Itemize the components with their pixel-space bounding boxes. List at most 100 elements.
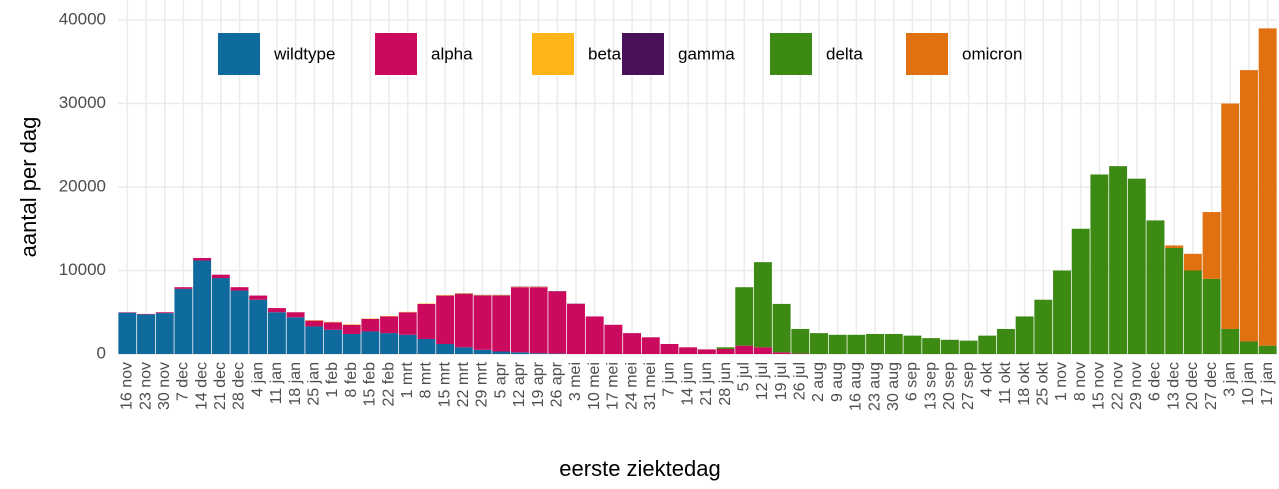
x-tick-label: 19 apr	[530, 361, 547, 407]
bar-segment	[1184, 271, 1202, 354]
bar-segment	[305, 326, 323, 354]
bar-segment	[156, 313, 174, 354]
x-tick-label: 12 apr	[511, 361, 528, 407]
x-tick-label: 3 mei	[567, 362, 584, 401]
bar-segment	[1072, 229, 1090, 354]
bar-segment	[904, 336, 922, 354]
bar-segment	[249, 300, 267, 354]
bar-segment	[548, 291, 566, 353]
bar-segment	[1128, 179, 1146, 354]
y-axis-title: aantal per dag	[16, 117, 41, 258]
bar-segment	[698, 349, 716, 354]
bar-segment	[1240, 341, 1258, 354]
bar-segment	[679, 347, 697, 354]
bar-segment	[455, 294, 473, 347]
bar-segment	[1165, 248, 1183, 354]
x-tick-label: 24 mei	[623, 362, 640, 410]
bar-segment	[623, 333, 641, 354]
x-tick-label: 9 aug	[829, 362, 846, 402]
bar-segment	[343, 325, 361, 334]
bar-segment	[417, 304, 435, 339]
bar-segment	[287, 312, 305, 317]
legend-label: alpha	[431, 44, 473, 63]
x-tick-label: 14 dec	[193, 362, 210, 410]
bar-segment	[1184, 254, 1202, 271]
bar-segment	[118, 313, 136, 354]
x-tick-label: 6 sep	[904, 362, 921, 401]
bar-segment	[380, 316, 398, 333]
bar-segment	[866, 334, 884, 354]
bar-segment	[586, 316, 604, 354]
bar-segment	[530, 353, 548, 354]
x-tick-label: 29 mrt	[474, 361, 491, 407]
y-tick-label: 40000	[59, 10, 106, 29]
bar-segment	[268, 308, 286, 312]
x-tick-label: 7 dec	[175, 362, 192, 401]
bar-segment	[1109, 166, 1127, 354]
x-tick-label: 11 okt	[997, 361, 1014, 404]
x-tick-label: 23 aug	[866, 362, 883, 411]
x-tick-label: 30 aug	[885, 362, 902, 411]
bar-segment	[474, 296, 492, 350]
bar-segment	[137, 314, 155, 354]
y-tick-label: 10000	[59, 260, 106, 279]
legend-label: gamma	[678, 44, 735, 63]
bar-segment	[735, 346, 753, 354]
x-tick-label: 25 okt	[1035, 361, 1052, 405]
x-tick-label: 4 jan	[249, 362, 266, 397]
bar-segment	[642, 337, 660, 354]
x-tick-label: 6 dec	[1147, 362, 1164, 401]
bar-segment	[436, 344, 454, 354]
x-tick-label: 13 sep	[922, 362, 939, 410]
bar-segment	[1147, 220, 1165, 354]
x-tick-label: 29 nov	[1128, 362, 1145, 410]
legend-swatch	[906, 33, 948, 75]
x-tick-label: 14 jun	[679, 362, 696, 406]
bar-segment	[773, 304, 791, 352]
x-tick-label: 16 nov	[119, 362, 136, 410]
bar-segment	[960, 341, 978, 354]
x-tick-label: 27 dec	[1203, 362, 1220, 410]
x-tick-label: 20 sep	[941, 362, 958, 410]
bar-segment	[1034, 300, 1052, 354]
bar-segment	[754, 347, 772, 354]
x-tick-label: 25 jan	[306, 362, 323, 406]
x-tick-label: 18 okt	[1016, 361, 1033, 405]
x-tick-label: 26 apr	[549, 361, 566, 407]
x-tick-label: 7 jun	[661, 362, 678, 397]
x-tick-label: 2 aug	[810, 362, 827, 402]
bar-segment	[212, 275, 230, 278]
x-tick-label: 17 mei	[605, 362, 622, 410]
bar-segment	[156, 312, 174, 313]
x-tick-label: 15 nov	[1091, 362, 1108, 410]
bar-segment	[1240, 70, 1258, 341]
legend-swatch	[770, 33, 812, 75]
bar-segment	[604, 325, 622, 354]
bar-segment	[399, 335, 417, 354]
bar-segment	[511, 352, 529, 354]
x-axis-title: eerste ziektedag	[559, 456, 720, 481]
legend-label: omicron	[962, 44, 1022, 63]
bar-segment	[922, 338, 940, 354]
bar-segment	[773, 352, 791, 354]
bar-segment	[1203, 212, 1221, 279]
x-tick-label: 1 mrt	[399, 361, 416, 398]
x-tick-label: 8 nov	[1072, 362, 1089, 401]
bar-segment	[660, 344, 678, 354]
x-tick-label: 22 mrt	[455, 361, 472, 407]
x-tick-label: 31 mei	[642, 362, 659, 410]
bar-segment	[343, 334, 361, 354]
legend-swatch	[622, 33, 664, 75]
x-tick-label: 15 mrt	[436, 361, 453, 407]
bar-segment	[193, 260, 211, 354]
x-tick-label: 18 jan	[287, 362, 304, 406]
bar-segment	[249, 296, 267, 300]
x-tick-label: 3 jan	[1221, 362, 1238, 397]
x-tick-label: 11 jan	[268, 362, 285, 404]
bar-segment	[1053, 271, 1071, 354]
bar-segment	[511, 287, 529, 352]
bar-segment	[847, 335, 865, 354]
bar-segment	[1016, 316, 1034, 354]
bar-segment	[436, 296, 454, 344]
